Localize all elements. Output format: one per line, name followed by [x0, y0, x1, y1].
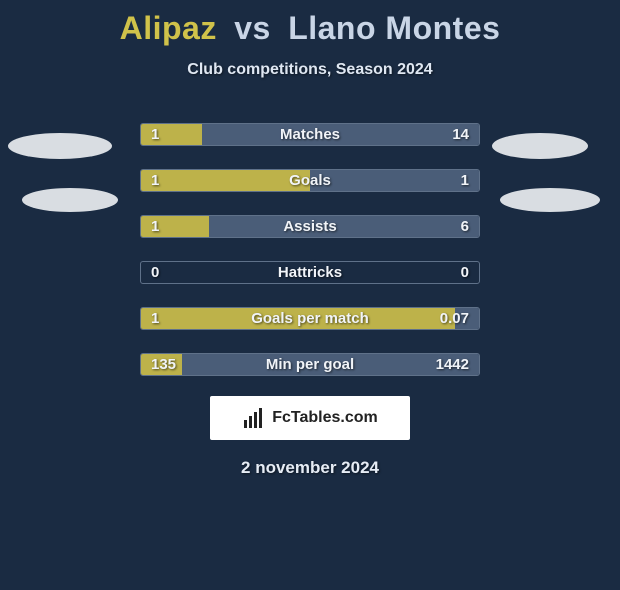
page-title: Alipaz vs Llano Montes [0, 10, 620, 47]
stat-label: Goals [141, 170, 479, 191]
brand-text: FcTables.com [272, 409, 378, 427]
stat-label: Matches [141, 124, 479, 145]
stats-rows: 114Matches 11Goals 16Assists 00Hattricks 10.… [140, 123, 480, 376]
ellipse-top-right [492, 133, 588, 159]
ellipse-mid-right [500, 188, 600, 212]
ellipse-mid-left [22, 188, 118, 212]
stat-row: 16Assists [140, 215, 480, 238]
bars-icon [242, 406, 266, 430]
stat-label: Goals per match [141, 308, 479, 329]
footer-date: 2 november 2024 [0, 458, 620, 478]
player2-name: Llano Montes [288, 10, 500, 46]
stat-row: 00Hattricks [140, 261, 480, 284]
stat-row: 1351442Min per goal [140, 353, 480, 376]
brand-box: FcTables.com [210, 396, 410, 440]
stat-row: 11Goals [140, 169, 480, 192]
ellipse-top-left [8, 133, 112, 159]
stat-label: Min per goal [141, 354, 479, 375]
subtitle: Club competitions, Season 2024 [0, 61, 620, 79]
vs-label: vs [234, 10, 271, 46]
stat-row: 114Matches [140, 123, 480, 146]
stat-label: Assists [141, 216, 479, 237]
stat-row: 10.07Goals per match [140, 307, 480, 330]
player1-name: Alipaz [120, 10, 217, 46]
stat-label: Hattricks [141, 262, 479, 283]
